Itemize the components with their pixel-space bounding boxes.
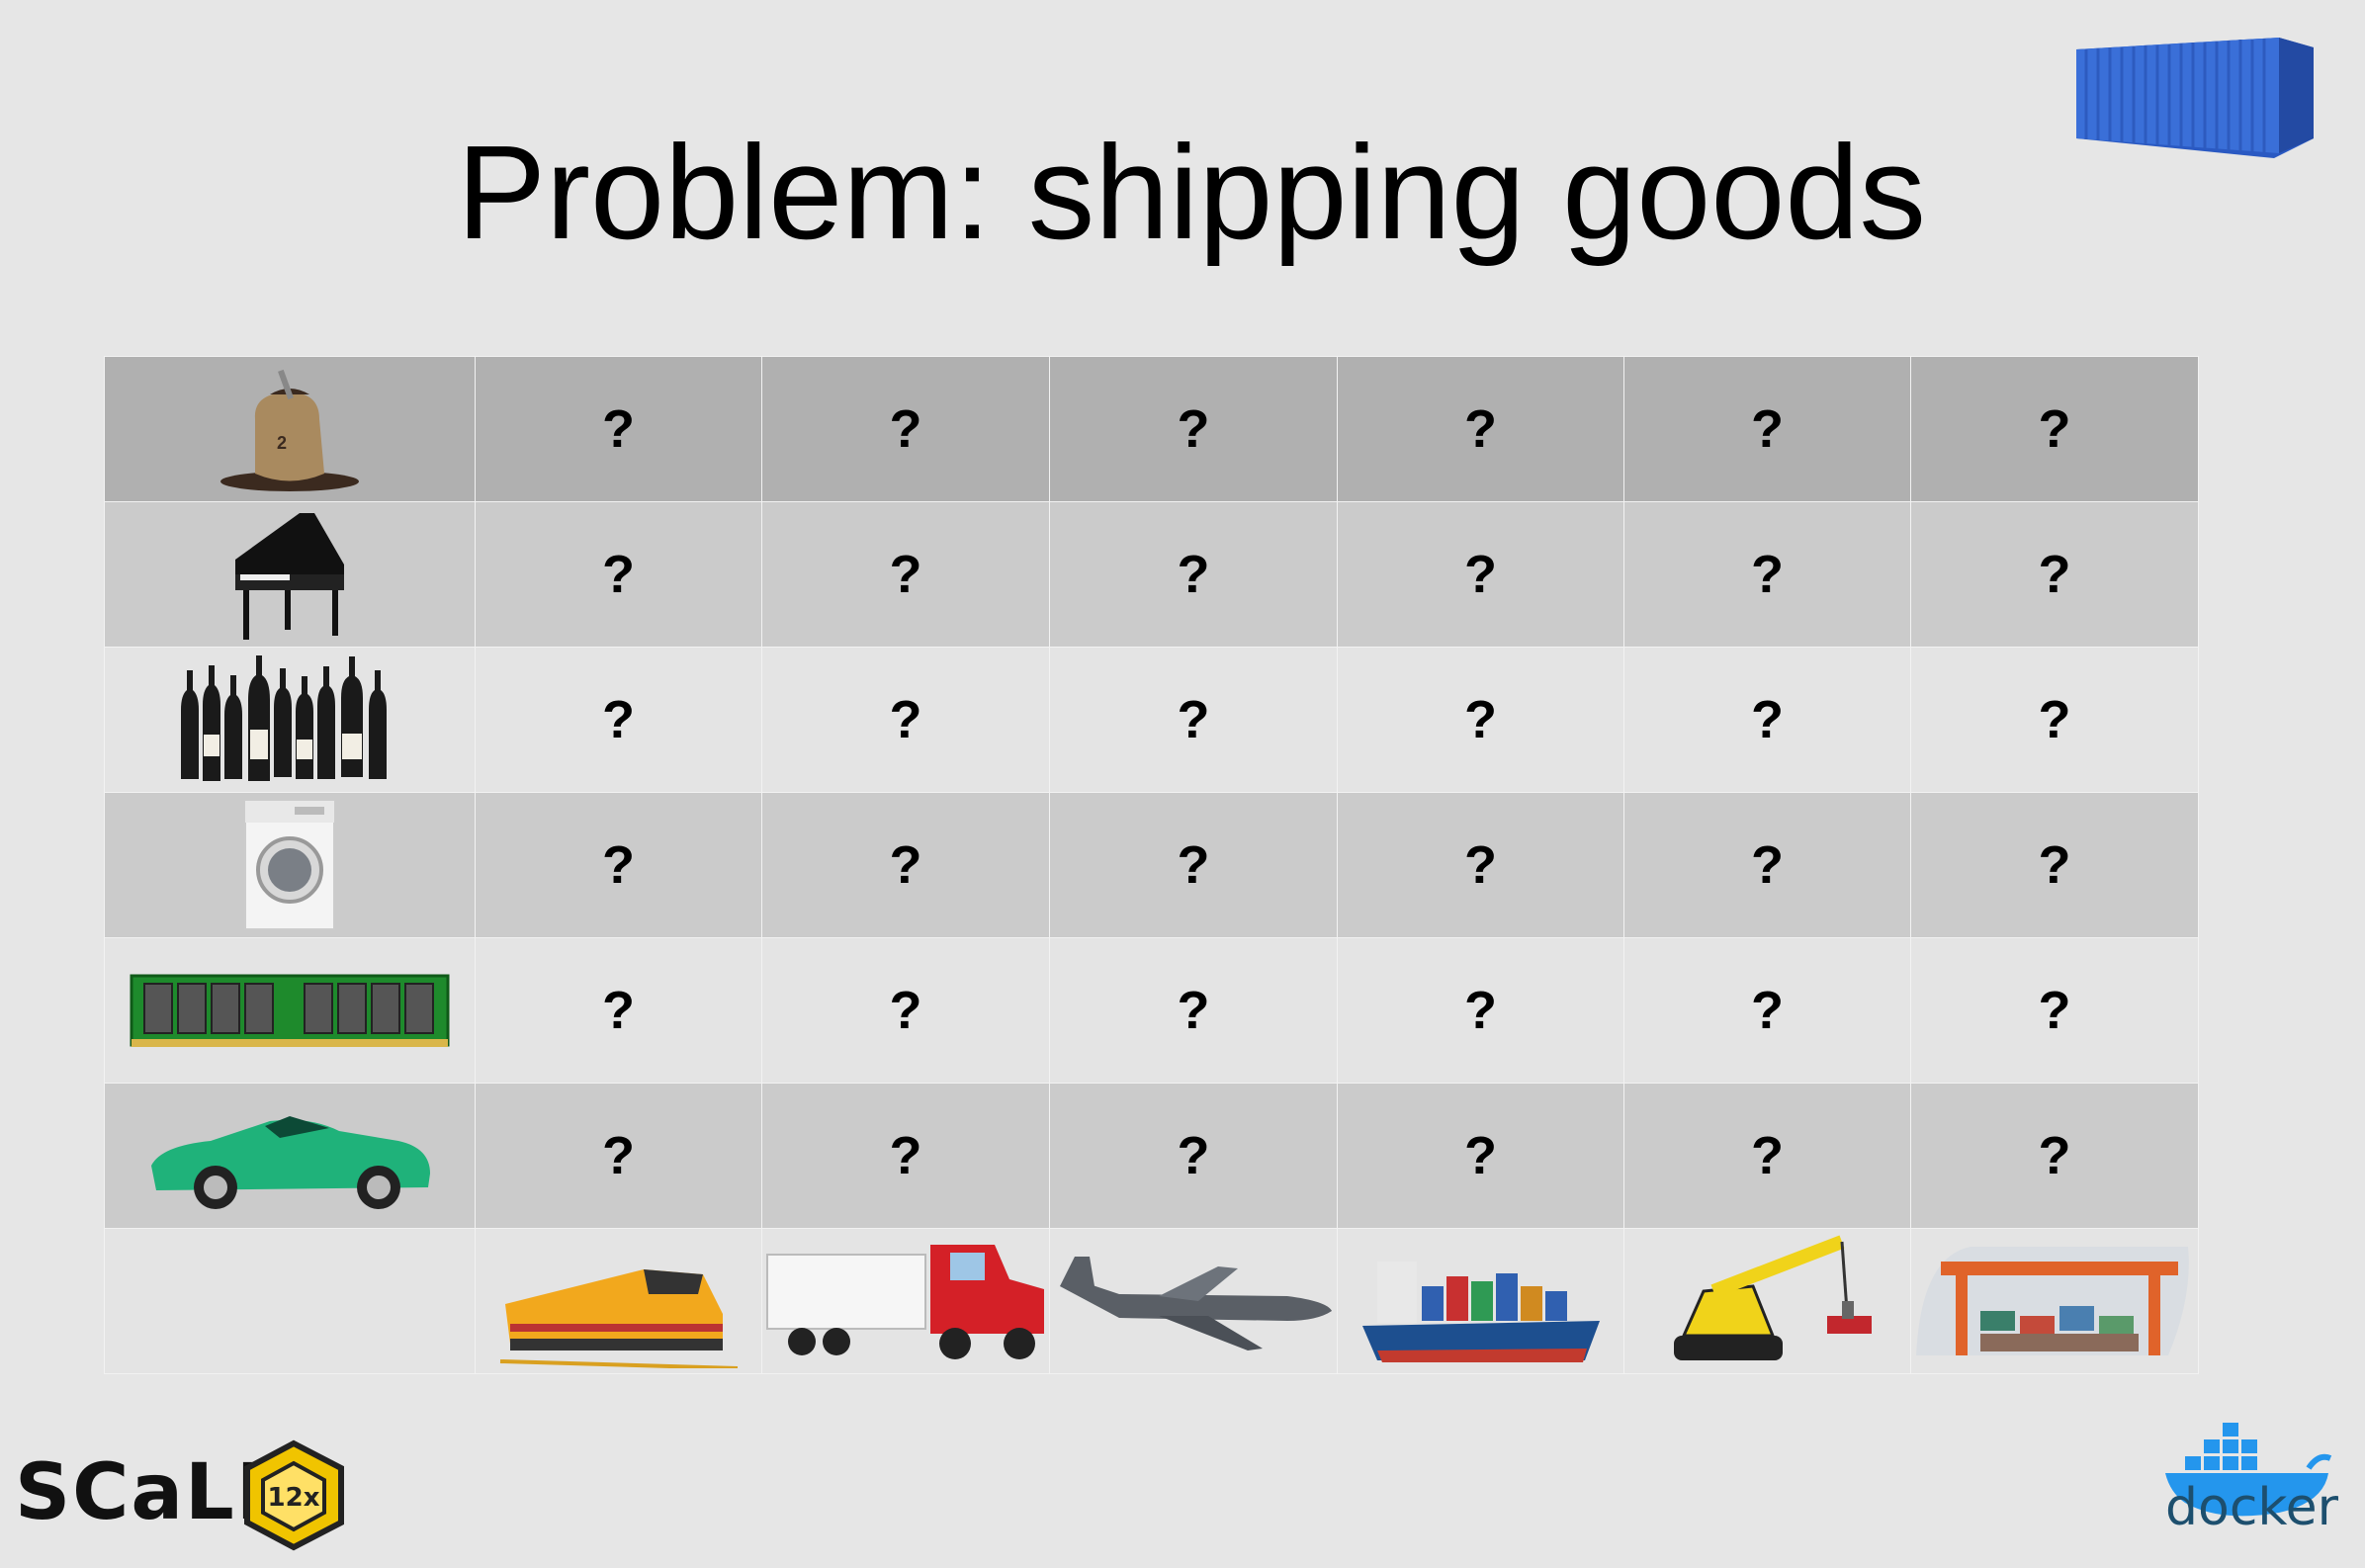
question-cell: ? <box>1623 356 1911 502</box>
slide-title: Problem: shipping goods <box>457 118 1926 267</box>
transport-cell <box>1337 1228 1624 1374</box>
goods-transport-matrix: 2 ? ? ? ? ? ? ? ? ? ? ? ? <box>104 356 2199 1374</box>
question-cell: ? <box>761 501 1050 648</box>
question-cell: ? <box>1910 356 2199 502</box>
question-cell: ? <box>475 792 762 938</box>
question-cell: ? <box>1910 937 2199 1084</box>
grand-piano-icon <box>235 513 344 640</box>
docker-logo-text: docker <box>2165 1478 2339 1537</box>
coffee-beans-sack-icon: 2 <box>220 369 359 491</box>
question-cell: ? <box>1337 792 1624 938</box>
transport-cell <box>761 1228 1050 1374</box>
svg-text:2: 2 <box>277 433 287 453</box>
container-ship-icon <box>1361 1262 1600 1362</box>
transport-cell <box>475 1228 762 1374</box>
transport-cell <box>1049 1228 1338 1374</box>
table-row: ? ? ? ? ? ? <box>104 792 2199 938</box>
locomotive-icon <box>499 1268 738 1368</box>
table-row: ? ? ? ? ? ? <box>104 1083 2199 1229</box>
question-cell: ? <box>1337 1083 1624 1229</box>
question-cell: ? <box>475 647 762 793</box>
question-cell: ? <box>475 1083 762 1229</box>
question-cell: ? <box>1049 1083 1338 1229</box>
question-cell: ? <box>1623 937 1911 1084</box>
question-cell: ? <box>1623 792 1911 938</box>
ram-module-icon <box>130 974 450 1047</box>
question-cell: ? <box>1049 792 1338 938</box>
question-cell: ? <box>761 1083 1050 1229</box>
shipping-container-icon <box>2076 38 2314 158</box>
question-cell: ? <box>1623 647 1911 793</box>
goods-cell <box>104 937 476 1084</box>
sports-car-icon <box>151 1116 430 1209</box>
goods-cell <box>104 1083 476 1229</box>
goods-cell <box>104 647 476 793</box>
question-cell: ? <box>1623 1083 1911 1229</box>
port-gantry-crane-icon <box>1916 1247 2189 1355</box>
scale-badge-icon: 12x <box>244 1439 344 1551</box>
goods-cell <box>104 792 476 938</box>
question-cell: ? <box>1337 356 1624 502</box>
docker-whale-icon <box>2165 1423 2332 1517</box>
empty-corner-cell <box>104 1228 476 1374</box>
scale-badge-text: 12x <box>268 1483 320 1513</box>
question-cell: ? <box>475 356 762 502</box>
question-cell: ? <box>761 792 1050 938</box>
question-cell: ? <box>1337 501 1624 648</box>
goods-cell: 2 <box>104 356 476 502</box>
question-cell: ? <box>761 647 1050 793</box>
table-row <box>104 1228 2199 1374</box>
question-cell: ? <box>761 356 1050 502</box>
transport-cell <box>1623 1228 1911 1374</box>
question-cell: ? <box>1910 792 2199 938</box>
goods-cell <box>104 501 476 648</box>
table-row: 2 ? ? ? ? ? ? <box>104 356 2199 502</box>
table-row: ? ? ? ? ? ? <box>104 937 2199 1084</box>
transport-cell <box>1910 1228 2199 1374</box>
scale-logo-text: SCaLE <box>15 1448 292 1537</box>
scale-12x-logo: SCaLE 12x <box>15 1438 351 1557</box>
washing-machine-icon <box>244 800 335 930</box>
cargo-plane-icon <box>1060 1257 1332 1350</box>
table-row: ? ? ? ? ? ? <box>104 647 2199 793</box>
crane-vehicle-icon <box>1673 1235 1872 1360</box>
semi-truck-icon <box>766 1244 1044 1359</box>
question-cell: ? <box>1049 937 1338 1084</box>
wine-bottles-icon <box>181 655 387 781</box>
question-cell: ? <box>1337 647 1624 793</box>
question-cell: ? <box>1910 1083 2199 1229</box>
question-cell: ? <box>475 501 762 648</box>
question-cell: ? <box>1049 501 1338 648</box>
question-cell: ? <box>1049 356 1338 502</box>
question-cell: ? <box>1337 937 1624 1084</box>
question-cell: ? <box>761 937 1050 1084</box>
table-row: ? ? ? ? ? ? <box>104 501 2199 648</box>
question-cell: ? <box>1910 501 2199 648</box>
question-cell: ? <box>1049 647 1338 793</box>
question-cell: ? <box>475 937 762 1084</box>
question-cell: ? <box>1910 647 2199 793</box>
question-cell: ? <box>1623 501 1911 648</box>
